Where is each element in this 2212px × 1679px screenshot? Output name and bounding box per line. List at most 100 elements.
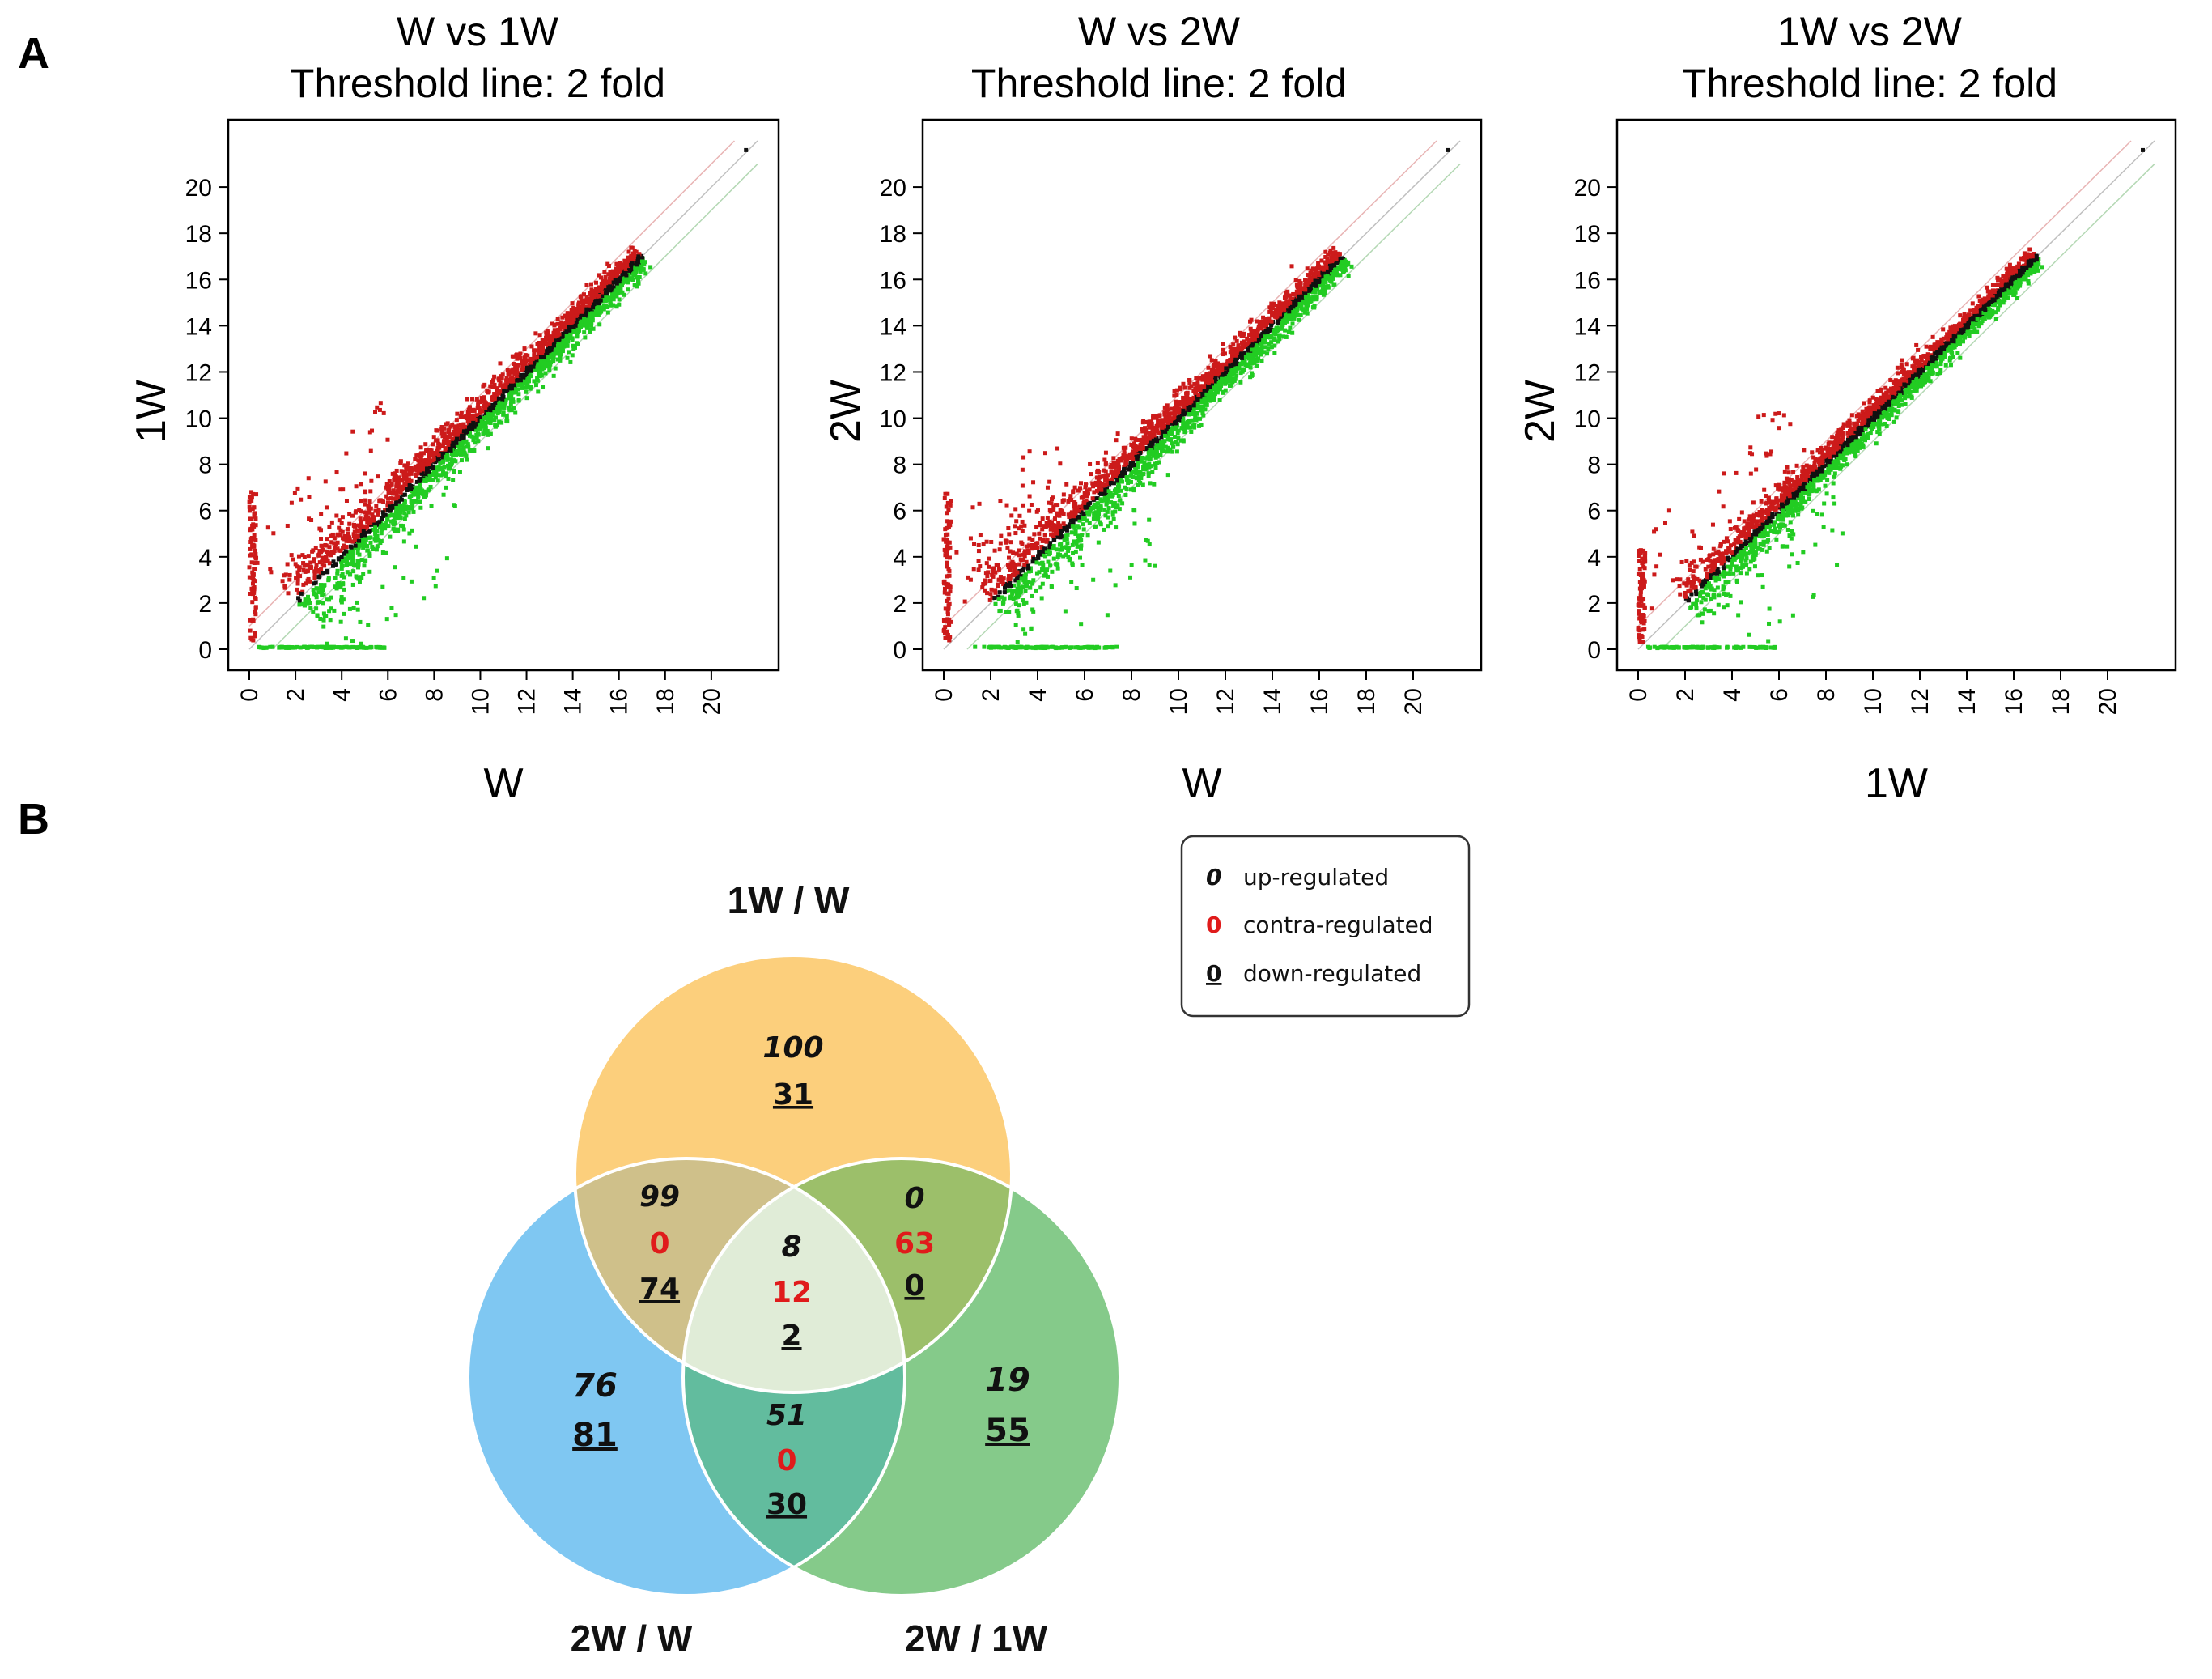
point-down [1204, 400, 1208, 405]
point-up [371, 518, 376, 523]
point-down [542, 359, 547, 363]
point-down [343, 559, 348, 563]
point-down [546, 357, 551, 362]
point-unchanged [1015, 576, 1020, 581]
point-down [1313, 296, 1318, 301]
point-up [1270, 310, 1275, 315]
point-down [1269, 340, 1274, 345]
point-up [554, 330, 558, 335]
point-down [438, 461, 443, 465]
point-up [319, 512, 324, 516]
point-up [381, 410, 386, 415]
point-up [1001, 582, 1006, 587]
point-down [483, 425, 488, 430]
point-up [1020, 519, 1025, 524]
point-down [1114, 491, 1119, 495]
point-down [461, 448, 465, 453]
point-down [1103, 495, 1108, 499]
point-down [1195, 406, 1199, 410]
point-down [1058, 547, 1063, 552]
point-down [1138, 474, 1143, 479]
point-up [1021, 503, 1025, 508]
point-down [362, 563, 367, 568]
point-unchanged [624, 273, 629, 278]
point-unchanged [336, 557, 341, 562]
point-unchanged [1154, 436, 1159, 440]
point-unchanged [604, 288, 609, 293]
point-unchanged [545, 351, 550, 355]
point-up [439, 425, 444, 430]
point-down [1043, 554, 1048, 559]
point-down [1326, 285, 1331, 290]
point-up [271, 531, 276, 536]
point-up [255, 560, 260, 565]
point-down [342, 611, 346, 616]
point-unchanged [448, 448, 453, 453]
point-down [617, 297, 622, 302]
point-down [1085, 533, 1090, 538]
point-up [1244, 342, 1249, 346]
point-up [1172, 389, 1177, 393]
point-down [454, 453, 459, 457]
point-up [518, 355, 523, 360]
point-down [1174, 440, 1178, 444]
point-up [321, 547, 325, 552]
point-up [341, 536, 346, 541]
point-down [1070, 524, 1075, 529]
point-up [452, 424, 457, 429]
point-up [1276, 309, 1280, 314]
point-up [584, 304, 588, 309]
point-down [389, 512, 394, 517]
point-up [344, 451, 349, 456]
point-down [555, 351, 560, 356]
point-up [551, 330, 556, 335]
point-unchanged [636, 260, 641, 265]
point-up [450, 432, 455, 437]
point-unchanged [1207, 385, 1212, 389]
point-up [567, 312, 571, 317]
point-up [1221, 342, 1225, 346]
point-up [287, 577, 292, 582]
point-down [1103, 513, 1108, 518]
point-up [1066, 512, 1071, 517]
point-down [337, 645, 342, 650]
point-down [1018, 590, 1023, 595]
point-up [1236, 343, 1241, 348]
point-up [1022, 551, 1027, 556]
point-down [306, 594, 311, 599]
point-up [248, 635, 253, 640]
point-down [1048, 563, 1053, 568]
point-down [1078, 555, 1083, 560]
point-down [1303, 300, 1308, 304]
point-up [307, 516, 312, 521]
point-down [1221, 389, 1225, 394]
point-down [1076, 538, 1081, 543]
point-down [1199, 423, 1204, 427]
point-unchanged [583, 313, 588, 318]
point-down [351, 569, 356, 574]
point-up [446, 442, 451, 447]
point-unchanged [531, 364, 536, 369]
point-down [1021, 598, 1025, 603]
point-up [354, 484, 359, 489]
point-unchanged [1280, 315, 1284, 320]
point-down [456, 444, 461, 448]
point-down [1097, 512, 1102, 516]
point-down [1163, 444, 1168, 449]
point-up [475, 405, 480, 410]
point-down [416, 495, 421, 500]
point-unchanged [521, 373, 526, 378]
point-up [497, 378, 502, 383]
point-down [1272, 331, 1277, 336]
point-down [639, 262, 644, 267]
point-up [467, 406, 472, 410]
point-down [1238, 361, 1243, 366]
point-unchanged [613, 278, 618, 283]
point-up [362, 527, 367, 532]
point-unchanged [455, 436, 460, 441]
x-tick-label: 6 [375, 688, 401, 702]
point-down [401, 524, 405, 529]
point-up [248, 516, 253, 521]
point-unchanged [639, 256, 644, 261]
point-up [1178, 387, 1183, 392]
